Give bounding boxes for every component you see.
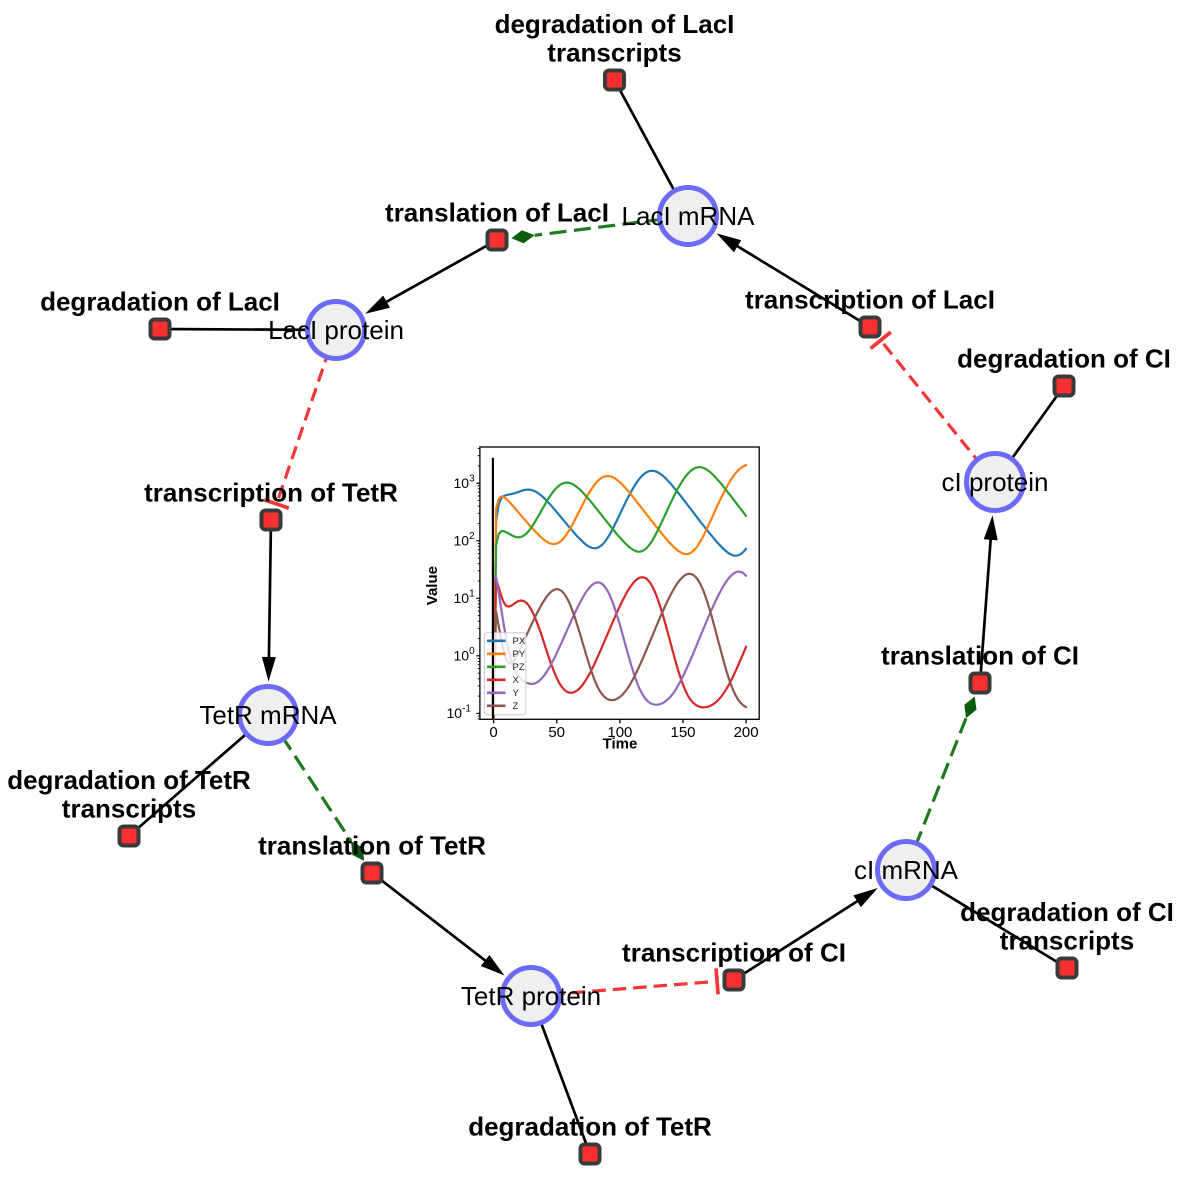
svg-text:degradation of CI: degradation of CI [957,344,1171,374]
svg-text:PX: PX [513,636,526,647]
svg-text:cI protein: cI protein [942,467,1049,497]
svg-text:0: 0 [489,724,497,741]
svg-text:Z: Z [513,701,519,712]
svg-text:translation of TetR: translation of TetR [258,831,486,861]
svg-text:cI mRNA: cI mRNA [854,855,959,885]
svg-text:transcripts: transcripts [62,794,196,824]
svg-text:translation of CI: translation of CI [881,641,1079,671]
svg-text:100: 100 [607,724,632,741]
svg-text:50: 50 [548,724,565,741]
svg-text:degradation of TetR: degradation of TetR [7,765,251,795]
svg-text:degradation of LacI: degradation of LacI [40,287,280,317]
svg-text:TetR protein: TetR protein [461,981,601,1011]
svg-text:PZ: PZ [513,662,525,673]
svg-text:degradation of TetR: degradation of TetR [468,1112,712,1142]
svg-text:transcription of TetR: transcription of TetR [144,478,398,508]
svg-text:translation of LacI: translation of LacI [385,198,609,228]
svg-text:transcription of LacI: transcription of LacI [745,285,995,315]
svg-text:transcripts: transcripts [547,38,681,68]
svg-text:degradation of LacI: degradation of LacI [495,9,735,39]
svg-text:TetR mRNA: TetR mRNA [199,700,337,730]
svg-text:Y: Y [513,688,520,699]
svg-text:transcription of CI: transcription of CI [622,938,846,968]
svg-text:150: 150 [670,724,695,741]
svg-text:200: 200 [734,724,759,741]
svg-text:Time: Time [603,736,638,753]
svg-text:PY: PY [513,649,526,660]
svg-text:LacI mRNA: LacI mRNA [622,201,756,231]
svg-text:Value: Value [424,566,441,605]
svg-text:degradation of CI: degradation of CI [960,897,1174,927]
svg-text:transcripts: transcripts [1000,926,1134,956]
svg-text:LacI protein: LacI protein [268,315,404,345]
svg-text:X: X [513,675,520,686]
